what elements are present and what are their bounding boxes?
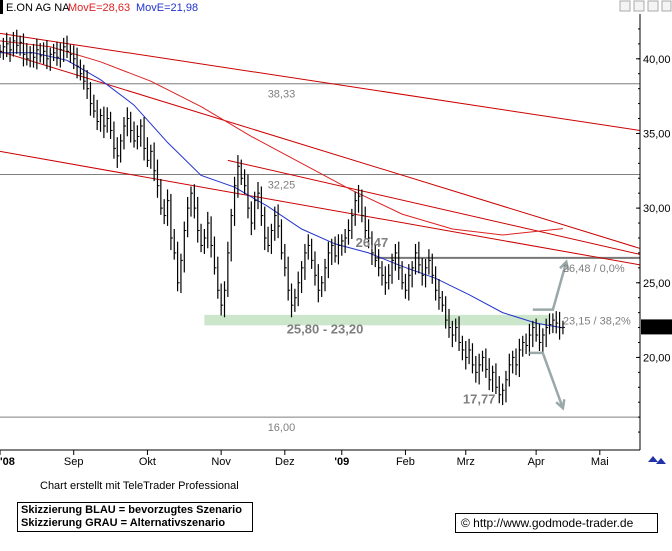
y-tick-label: 30,00	[643, 203, 671, 215]
x-tick-label: Apr	[528, 456, 545, 468]
x-tick-label: Okt	[139, 456, 156, 468]
source-link[interactable]: © http://www.godmode-trader.de	[455, 513, 658, 533]
level-label: 16,00	[268, 422, 296, 434]
toolbar-icon-2[interactable]	[633, 0, 645, 12]
level-label: 32,25	[268, 180, 296, 192]
price-annotation: 26,47	[356, 235, 389, 250]
x-tick-label: Sep	[64, 456, 84, 468]
price-annotation: 25,80 - 23,20	[287, 322, 364, 337]
legend-blue-text: Skizzierung BLAU = bevorzugtes Szenario	[21, 504, 242, 516]
level-label: 38,33	[268, 89, 296, 101]
support-zone	[204, 314, 550, 326]
scenario-arrow-head	[555, 399, 566, 411]
toolbar-icon-4[interactable]	[661, 0, 672, 12]
toolbar-icons[interactable]	[619, 0, 672, 12]
x-tick-label: Feb	[396, 456, 415, 468]
level-label: 26,48 / 0,0%	[563, 263, 625, 275]
price-series-layer	[0, 29, 565, 406]
ma2-legend: MovE=21,98	[136, 2, 198, 14]
scenario-legend: Skizzierung BLAU = bevorzugtes Szenario …	[17, 502, 253, 532]
toolbar-icon-3[interactable]	[647, 0, 659, 12]
x-tick-label: Mai	[591, 456, 609, 468]
trendline	[227, 159, 641, 255]
x-tick-label: Dez	[275, 456, 295, 468]
moving-average-layer	[0, 40, 563, 329]
y-tick-label: 40,00	[643, 54, 671, 66]
scenario-arrow	[529, 351, 565, 409]
toolbar-icon-1[interactable]	[619, 0, 631, 12]
price-annotation: 23,15 / 38,2%	[563, 316, 631, 328]
x-tick-label: Mrz	[457, 456, 475, 468]
scenario-arrow	[532, 261, 568, 311]
legend-gray-text: Skizzierung GRAU = Alternativszenario	[21, 517, 226, 529]
ma1-legend: MovE=28,63	[68, 2, 130, 14]
y-tick-label: 20,00	[643, 352, 671, 364]
ma2-line	[0, 52, 563, 329]
y-tick-label: 35,00	[643, 128, 671, 140]
scroll-arrows-icon[interactable]	[648, 456, 666, 464]
annotation-layer: 38,33 32,25 26,48 / 0,0% 16,00 26,47 25,80 - …	[268, 89, 631, 434]
price-annotation: 17,77	[463, 392, 496, 407]
trendline	[0, 150, 641, 266]
chart-symbol: E.ON AG NA	[6, 2, 70, 14]
y-tick-label: 25,00	[643, 278, 671, 290]
last-price-label: 22,01	[643, 322, 671, 334]
support-zone-layer	[204, 314, 550, 326]
x-tick-label: Nov	[211, 456, 231, 468]
chart-credit: Chart erstellt mit TeleTrader Profession…	[40, 480, 239, 492]
scenario-arrow-head	[559, 259, 570, 271]
ma1-line	[0, 40, 563, 236]
x-tick-label: '08	[0, 456, 15, 468]
last-price-badge	[641, 319, 672, 335]
scenario-arrow-layer	[529, 259, 570, 411]
trendline	[0, 32, 641, 131]
axis-layer: 40,00 35,00 30,00 25,00 20,00 '08 Sep Okt Nov Dez…	[0, 14, 672, 468]
x-tick-label: '09	[334, 456, 349, 468]
